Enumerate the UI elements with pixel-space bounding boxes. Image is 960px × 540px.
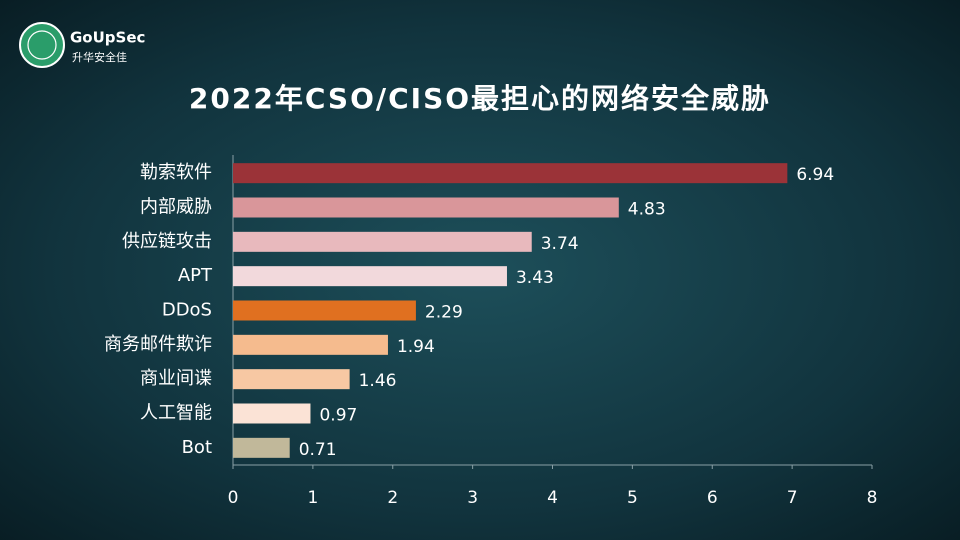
logo-emblem	[19, 22, 65, 68]
bar	[233, 403, 311, 424]
y-tick-label: DDoS	[162, 300, 212, 321]
x-tick-label: 7	[787, 488, 798, 508]
logo-name: GoUpSec	[70, 29, 145, 47]
x-tick-label: 6	[707, 488, 718, 508]
y-tick-label: APT	[178, 265, 213, 286]
x-tick-label: 2	[387, 488, 398, 508]
bar	[233, 437, 290, 458]
bar	[233, 231, 532, 252]
value-label: 6.94	[796, 165, 834, 185]
value-label: 2.29	[425, 303, 463, 323]
bar	[233, 300, 416, 321]
x-tick-label: 4	[547, 488, 558, 508]
bar	[233, 197, 619, 218]
value-label: 4.83	[628, 200, 666, 220]
y-tick-label: 内部威胁	[140, 197, 212, 218]
y-tick-label: Bot	[182, 437, 212, 458]
logo-subtitle: 升华安全佳	[72, 50, 127, 64]
value-label: 0.97	[319, 406, 357, 426]
x-tick-label: 0	[228, 488, 239, 508]
value-label: 1.46	[359, 371, 397, 391]
bar	[233, 163, 788, 184]
bar	[233, 334, 388, 355]
y-tick-label: 商业间谍	[140, 368, 212, 389]
logo-ring	[27, 30, 57, 60]
x-tick-label: 3	[467, 488, 478, 508]
x-tick-label: 1	[307, 488, 318, 508]
value-label: 0.71	[299, 440, 337, 460]
logo: GoUpSec 升华安全佳	[19, 22, 145, 68]
chart-title: 2022年CSO/CISO最担心的网络安全威胁	[189, 82, 771, 115]
value-label: 1.94	[397, 337, 435, 357]
bar	[233, 266, 507, 287]
y-tick-label: 供应链攻击	[122, 231, 212, 252]
y-tick-label: 商务邮件欺诈	[104, 334, 212, 355]
bar	[233, 369, 350, 390]
x-tick-label: 5	[627, 488, 638, 508]
y-tick-label: 人工智能	[140, 403, 212, 424]
y-tick-label: 勒索软件	[140, 162, 212, 183]
value-label: 3.74	[541, 234, 579, 254]
value-label: 3.43	[516, 268, 554, 288]
x-tick-label: 8	[867, 488, 878, 508]
